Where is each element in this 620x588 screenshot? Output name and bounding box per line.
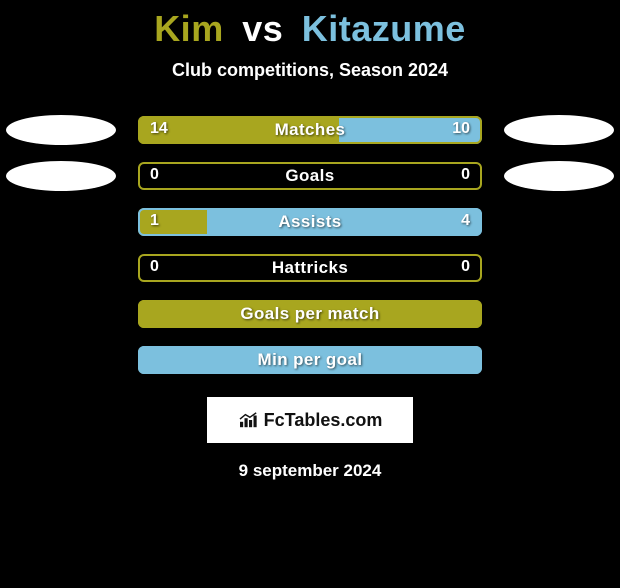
date-stamp: 9 september 2024	[0, 461, 620, 481]
stat-label: Goals per match	[0, 304, 620, 324]
stat-label: Hattricks	[0, 258, 620, 278]
branding-box: FcTables.com	[207, 397, 413, 443]
stat-rows-container: 1410Matches00Goals14Assists00Hattricks Go…	[0, 109, 620, 385]
stat-label: Goals	[0, 166, 620, 186]
stat-row: Goals per match	[0, 293, 620, 339]
branding-text: FcTables.com	[264, 410, 383, 431]
stat-row: 00Goals	[0, 155, 620, 201]
stat-row: Min per goal	[0, 339, 620, 385]
player2-name: Kitazume	[302, 8, 466, 49]
stat-label: Assists	[0, 212, 620, 232]
comparison-title: Kim vs Kitazume	[0, 8, 620, 50]
player1-name: Kim	[154, 8, 224, 49]
stat-row: 14Assists	[0, 201, 620, 247]
branding-prefix: Fc	[264, 410, 285, 430]
stat-row: 1410Matches	[0, 109, 620, 155]
stat-label: Min per goal	[0, 350, 620, 370]
stat-label: Matches	[0, 120, 620, 140]
chart-icon	[238, 411, 260, 429]
vs-separator: vs	[242, 8, 283, 49]
branding-suffix: Tables.com	[285, 410, 383, 430]
stat-row: 00Hattricks	[0, 247, 620, 293]
subtitle: Club competitions, Season 2024	[0, 60, 620, 81]
